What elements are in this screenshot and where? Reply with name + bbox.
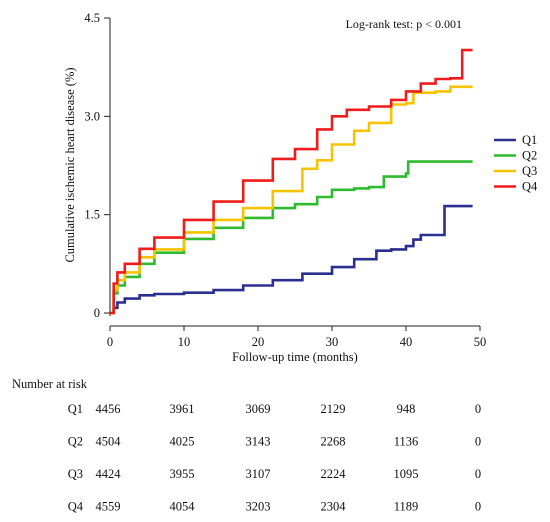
risk-cell: 4504 [96,435,122,449]
x-axis-title: Follow-up time (months) [232,350,358,364]
risk-cell: 4456 [96,402,121,416]
y-tick-label: 0 [94,306,100,320]
risk-cell: 0 [475,435,481,449]
risk-row-label: Q3 [68,467,83,481]
risk-cell: 1095 [394,467,419,481]
axes [109,18,480,327]
series-layer [110,48,473,315]
risk-row-label: Q2 [68,435,83,449]
annotation-logrank: Log-rank test: p < 0.001 [346,17,462,31]
risk-cell: 2129 [321,402,346,416]
legend-label-q4: Q4 [522,180,538,194]
risk-cell: 3143 [246,435,271,449]
y-tick-label: 4.5 [84,11,100,25]
risk-cell: 4424 [96,467,122,481]
x-tick-label: 0 [107,335,113,349]
risk-table: Q1 4456 3961 3069 2129 948 0 Q2 4504 4025 3143 2268… [68,402,481,514]
x-tick-label: 50 [474,335,487,349]
x-tick-label: 20 [252,335,265,349]
risk-cell: 0 [475,500,481,514]
risk-cell: 1136 [394,435,419,449]
risk-cell: 3961 [170,402,195,416]
legend-label-q1: Q1 [522,133,537,147]
risk-cell: 948 [397,402,416,416]
risk-cell: 4559 [96,500,121,514]
series-line-q1 [110,204,473,315]
y-axis-title: Cumulative ischemic heart disease (%) [63,67,77,262]
risk-cell: 3069 [246,402,271,416]
series-line-q3 [110,85,473,315]
x-tick-label: 40 [400,335,413,349]
legend-label-q3: Q3 [522,164,537,178]
risk-table-title: Number at risk [12,377,88,391]
risk-cell: 0 [475,402,481,416]
y-tick-label: 1.5 [84,208,100,222]
risk-cell: 3107 [246,467,271,481]
risk-cell: 2268 [321,435,346,449]
risk-cell: 2304 [321,500,347,514]
tick-layer: 0 10 20 30 40 50 0 1.5 3.0 4.5 [84,11,486,349]
series-line-q4 [110,48,473,315]
risk-cell: 3203 [246,500,271,514]
y-tick-label: 3.0 [84,109,100,123]
risk-cell: 0 [475,467,481,481]
x-tick-label: 10 [178,335,191,349]
x-tick-label: 30 [326,335,339,349]
risk-cell: 1189 [394,500,419,514]
risk-row-label: Q4 [68,500,84,514]
legend-label-q2: Q2 [522,149,537,163]
risk-cell: 4025 [170,435,195,449]
risk-cell: 4054 [170,500,196,514]
risk-cell: 3955 [170,467,195,481]
risk-cell: 2224 [321,467,347,481]
risk-row-label: Q1 [68,402,83,416]
